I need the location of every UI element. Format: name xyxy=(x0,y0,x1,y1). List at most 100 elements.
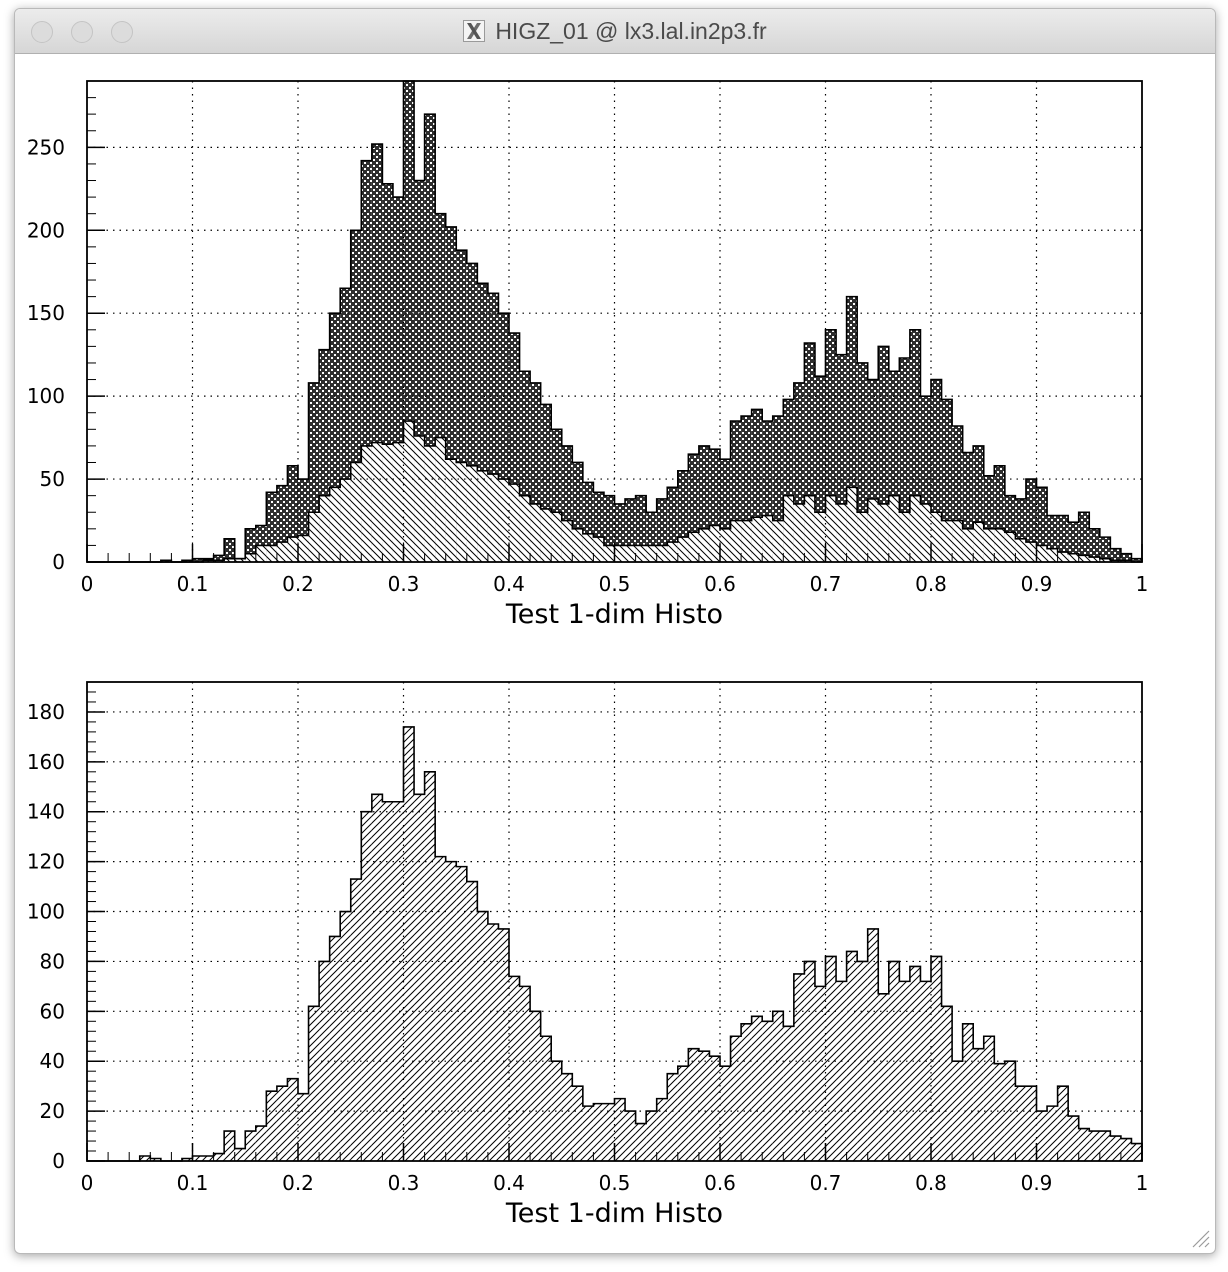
histogram-bin xyxy=(973,522,984,562)
histogram-bin xyxy=(983,475,995,562)
histogram-bin xyxy=(983,528,995,562)
histogram-bin xyxy=(1099,537,1111,562)
y-tick-label: 200 xyxy=(27,218,65,242)
histogram-bin xyxy=(614,1098,626,1161)
histogram-bin xyxy=(698,528,710,562)
histogram-bin xyxy=(857,512,868,562)
y-axis: 0 20 40 60 80 100 120 140 160 180 xyxy=(27,681,105,1173)
grid xyxy=(87,81,1142,562)
zoom-icon[interactable] xyxy=(111,21,133,43)
title-bar[interactable]: HIGZ_01 @ lx3.lal.in2p3.fr xyxy=(15,9,1215,54)
y-tick-label: 120 xyxy=(27,850,65,874)
histogram-bin xyxy=(646,1111,657,1161)
histogram-bin xyxy=(603,1103,615,1161)
histogram-bin xyxy=(962,1023,974,1161)
x11-window: HIGZ_01 @ lx3.lal.in2p3.fr 0 50 100 150 200 2… xyxy=(14,8,1216,1254)
histogram-bin xyxy=(414,180,425,562)
histogram-bin xyxy=(1068,1116,1079,1161)
histogram-bin xyxy=(920,981,931,1161)
minimize-icon[interactable] xyxy=(71,21,93,43)
histogram-bin xyxy=(920,503,931,562)
histogram-bin xyxy=(361,445,372,562)
histogram-bin xyxy=(625,545,636,562)
histogram-bin xyxy=(308,1006,320,1161)
histogram-bin xyxy=(941,520,953,562)
histogram-bin xyxy=(371,794,383,1161)
resize-grip-icon[interactable] xyxy=(1189,1227,1211,1249)
histogram-bin xyxy=(392,197,404,562)
histogram-bin xyxy=(319,349,330,562)
y-tick-label: 100 xyxy=(27,384,65,408)
histogram-bin xyxy=(635,545,647,562)
x-tick-label: 0.2 xyxy=(282,1171,314,1195)
histogram-bin xyxy=(540,404,552,562)
y-tick-label: 50 xyxy=(40,467,65,491)
histogram-bin xyxy=(509,484,520,562)
histogram-bin xyxy=(952,425,963,562)
histogram-bin xyxy=(962,528,974,562)
histogram-bin xyxy=(1057,515,1069,562)
histogram-bin xyxy=(1025,542,1037,562)
histogram-bin xyxy=(424,114,436,562)
histogram-bin xyxy=(561,445,573,562)
histogram-bin xyxy=(1078,555,1090,562)
histogram-bin xyxy=(213,555,225,562)
histogram-bin xyxy=(255,1126,267,1161)
histogram-bin xyxy=(466,881,478,1161)
histogram-bin xyxy=(224,558,235,562)
histogram-bin xyxy=(720,1066,731,1161)
histogram-bin xyxy=(635,1123,647,1161)
histogram-bin xyxy=(888,495,900,562)
histogram-bin xyxy=(994,465,1005,562)
y-tick-label: 180 xyxy=(27,700,65,724)
histogram-bin xyxy=(551,512,562,562)
histogram-bin xyxy=(741,520,752,562)
histogram-bin xyxy=(350,879,362,1161)
histogram-bin xyxy=(414,435,425,562)
close-icon[interactable] xyxy=(31,21,53,43)
histogram-bin xyxy=(772,1011,784,1161)
histogram-bin xyxy=(909,495,921,562)
y-tick-label: 150 xyxy=(27,301,65,325)
histogram-bin xyxy=(614,545,626,562)
histogram-bin xyxy=(561,520,573,562)
y-tick-label: 80 xyxy=(40,949,65,973)
histogram-bin xyxy=(540,1036,552,1161)
histogram-bin xyxy=(1120,1138,1132,1161)
histogram-bin xyxy=(730,520,742,562)
histogram-bin xyxy=(424,445,436,562)
histogram-bin xyxy=(656,545,668,562)
histogram-bin xyxy=(825,329,837,562)
histogram-bin xyxy=(1057,1086,1069,1161)
histogram-bin xyxy=(519,495,531,562)
histogram-bin xyxy=(603,545,615,562)
histogram-bin xyxy=(266,492,277,562)
x-tick-label: 0 xyxy=(81,572,94,596)
series-0 xyxy=(87,80,1143,563)
x-axis: 0 0.1 0.2 0.3 0.4 0.5 0.6 0.7 0.8 0.9 1 xyxy=(81,1143,1148,1195)
grid xyxy=(87,682,1142,1161)
histogram-bin xyxy=(572,1086,583,1161)
histogram-bin xyxy=(793,382,805,562)
histogram-bin xyxy=(435,437,446,562)
x-tick-label: 0.6 xyxy=(704,572,736,596)
histogram-bin xyxy=(846,296,858,562)
histogram-bin xyxy=(487,293,499,562)
x-tick-label: 0.5 xyxy=(599,1171,631,1195)
histogram-bin xyxy=(435,856,446,1161)
histogram-bin xyxy=(530,503,541,562)
x-tick-label: 0.7 xyxy=(810,572,842,596)
y-tick-label: 0 xyxy=(52,1149,65,1173)
histogram-bin xyxy=(625,498,636,562)
histogram-bin xyxy=(445,459,457,562)
histogram-bin xyxy=(698,1051,710,1161)
histogram-bin xyxy=(1047,515,1058,562)
histogram-bin xyxy=(1089,1131,1100,1161)
histogram-bin xyxy=(909,966,921,1161)
histogram-bin xyxy=(340,911,351,1161)
histogram-bin xyxy=(456,250,467,562)
histogram-bin xyxy=(298,479,309,562)
histogram-bin xyxy=(371,144,383,562)
histogram-bin xyxy=(1068,553,1079,562)
histogram-bin xyxy=(487,923,499,1161)
